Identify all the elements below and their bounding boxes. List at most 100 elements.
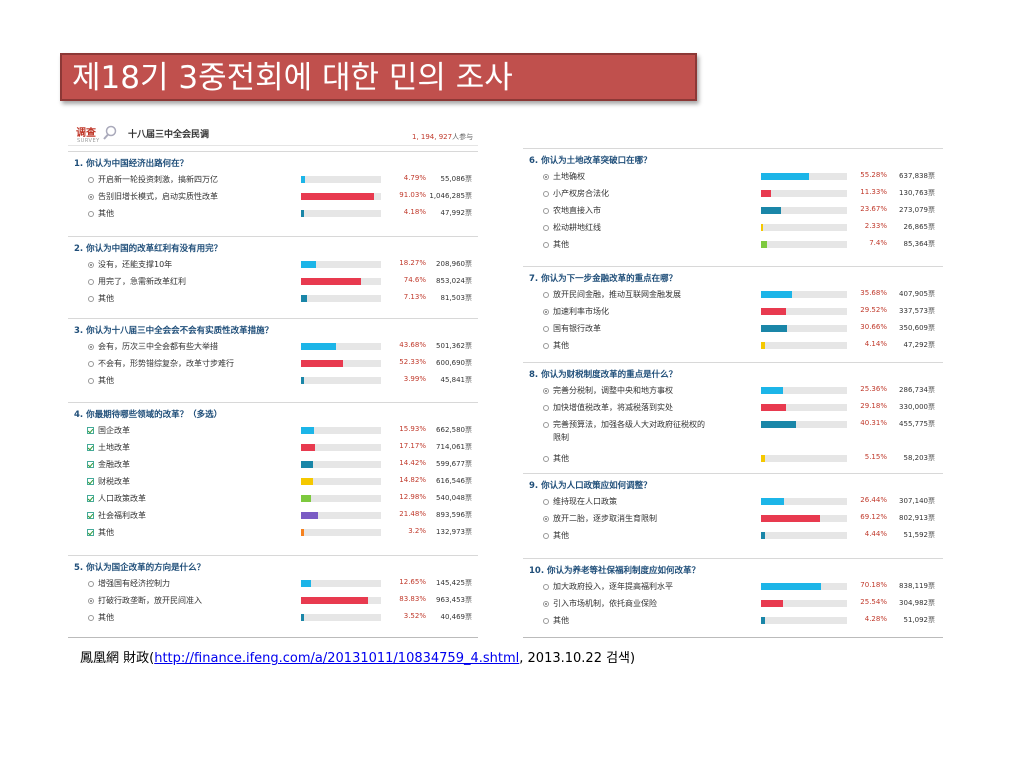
option-bar bbox=[301, 580, 312, 587]
option-radio[interactable] bbox=[543, 422, 549, 428]
option-radio[interactable] bbox=[543, 292, 549, 298]
option-checkbox[interactable] bbox=[87, 478, 94, 485]
option-label: 其他 bbox=[98, 376, 114, 385]
option-checkbox[interactable] bbox=[87, 461, 94, 468]
option-bar-track bbox=[761, 600, 847, 607]
option-radio[interactable] bbox=[88, 581, 94, 587]
vote-unit: 票 bbox=[465, 175, 472, 183]
option-bar bbox=[761, 342, 765, 349]
vote-count: 47,992 bbox=[440, 209, 466, 217]
vote-unit: 票 bbox=[465, 209, 472, 217]
option-radio[interactable] bbox=[543, 174, 549, 180]
option-bar bbox=[761, 404, 787, 411]
option-radio[interactable] bbox=[88, 211, 94, 217]
option-votes: 540,048票 bbox=[422, 493, 472, 503]
option-radio[interactable] bbox=[88, 262, 94, 268]
option-percent: 14.82% bbox=[399, 476, 426, 484]
option-checkbox[interactable] bbox=[87, 495, 94, 502]
option-radio[interactable] bbox=[88, 296, 94, 302]
option-row: 其他 5.15% 58,203票 bbox=[523, 452, 943, 469]
option-radio[interactable] bbox=[543, 405, 549, 411]
option-label: 打破行政垄断，放开民间准入 bbox=[98, 596, 202, 605]
option-row: 其他 3.99% 45,841票 bbox=[68, 374, 478, 391]
option-label: 加快增值税改革，将减税落到实处 bbox=[553, 403, 673, 412]
question-title: 8. 你认为财税制度改革的重点是什么？ bbox=[529, 370, 678, 380]
vote-unit: 票 bbox=[928, 420, 935, 428]
option-percent: 40.31% bbox=[860, 419, 887, 427]
option-bar bbox=[761, 600, 783, 607]
survey-screenshot: 调查 SURVEY 十八届三中全会民调 1, 194, 927人参与 1. 你认… bbox=[68, 118, 948, 640]
option-radio[interactable] bbox=[543, 242, 549, 248]
option-radio[interactable] bbox=[543, 326, 549, 332]
option-radio[interactable] bbox=[88, 344, 94, 350]
option-percent: 11.33% bbox=[860, 188, 887, 196]
option-radio[interactable] bbox=[543, 191, 549, 197]
option-radio[interactable] bbox=[88, 378, 94, 384]
option-percent: 74.6% bbox=[403, 276, 426, 284]
question-title: 4. 你最期待哪些领域的改革？（多选） bbox=[74, 410, 223, 420]
option-radio[interactable] bbox=[88, 177, 94, 183]
option-bar-track bbox=[761, 291, 847, 298]
option-bar bbox=[301, 377, 305, 384]
option-votes: 616,546票 bbox=[422, 476, 472, 486]
option-percent: 25.54% bbox=[860, 598, 887, 606]
option-radio[interactable] bbox=[543, 388, 549, 394]
option-checkbox[interactable] bbox=[87, 529, 94, 536]
vote-unit: 票 bbox=[928, 189, 935, 197]
option-radio[interactable] bbox=[543, 584, 549, 590]
option-percent: 5.15% bbox=[864, 453, 887, 461]
option-radio[interactable] bbox=[543, 456, 549, 462]
vote-count: 637,838 bbox=[899, 172, 928, 180]
option-votes: 81,503票 bbox=[422, 293, 473, 303]
option-percent: 18.27% bbox=[399, 259, 426, 267]
source-link[interactable]: http://finance.ifeng.com/a/20131011/1083… bbox=[154, 651, 520, 666]
option-row: 土地改革 17.17% 714,061票 bbox=[68, 441, 478, 458]
option-bar-track bbox=[761, 308, 847, 315]
option-bar bbox=[301, 278, 361, 285]
option-radio[interactable] bbox=[543, 343, 549, 349]
option-radio[interactable] bbox=[88, 194, 94, 200]
vote-count: 853,024 bbox=[436, 277, 465, 285]
question-divider bbox=[68, 151, 478, 152]
option-row: 增强国有经济控制力 12.65% 145,425票 bbox=[68, 577, 478, 594]
option-votes: 637,838票 bbox=[885, 171, 935, 181]
vote-count: 286,734 bbox=[899, 386, 928, 394]
option-bar bbox=[301, 210, 305, 217]
option-bar bbox=[761, 207, 782, 214]
option-votes: 130,763票 bbox=[885, 188, 935, 198]
vote-unit: 票 bbox=[928, 582, 935, 590]
option-radio[interactable] bbox=[543, 208, 549, 214]
option-checkbox[interactable] bbox=[87, 444, 94, 451]
option-radio[interactable] bbox=[88, 361, 94, 367]
option-label: 放开民间金融，推动互联网金融发展 bbox=[553, 290, 681, 299]
option-checkbox[interactable] bbox=[87, 512, 94, 519]
option-label: 其他 bbox=[553, 341, 569, 350]
option-radio[interactable] bbox=[543, 533, 549, 539]
option-radio[interactable] bbox=[543, 618, 549, 624]
option-votes: 47,992票 bbox=[422, 208, 473, 218]
option-radio[interactable] bbox=[88, 279, 94, 285]
option-radio[interactable] bbox=[543, 499, 549, 505]
vote-count: 407,905 bbox=[899, 290, 928, 298]
header-divider bbox=[68, 145, 478, 146]
option-bar-track bbox=[761, 224, 847, 231]
option-radio[interactable] bbox=[543, 516, 549, 522]
option-bar-track bbox=[301, 580, 381, 587]
vote-unit: 票 bbox=[465, 477, 472, 485]
question-divider bbox=[523, 266, 943, 267]
option-radio[interactable] bbox=[543, 225, 549, 231]
question-divider bbox=[523, 473, 943, 474]
vote-count: 616,546 bbox=[436, 477, 465, 485]
option-radio[interactable] bbox=[543, 309, 549, 315]
survey-right-panel: 6. 你认为土地改革突破口在哪？ 土地确权 55.28% 637,838票 小产权房合法… bbox=[523, 118, 943, 640]
option-row: 小产权房合法化 11.33% 130,763票 bbox=[523, 187, 943, 204]
option-bar-track bbox=[301, 529, 381, 536]
option-radio[interactable] bbox=[88, 598, 94, 604]
vote-unit: 票 bbox=[465, 277, 472, 285]
option-radio[interactable] bbox=[543, 601, 549, 607]
option-radio[interactable] bbox=[88, 615, 94, 621]
option-votes: 407,905票 bbox=[885, 289, 935, 299]
option-checkbox[interactable] bbox=[87, 427, 94, 434]
option-votes: 330,000票 bbox=[885, 402, 935, 412]
option-votes: 599,677票 bbox=[422, 459, 472, 469]
